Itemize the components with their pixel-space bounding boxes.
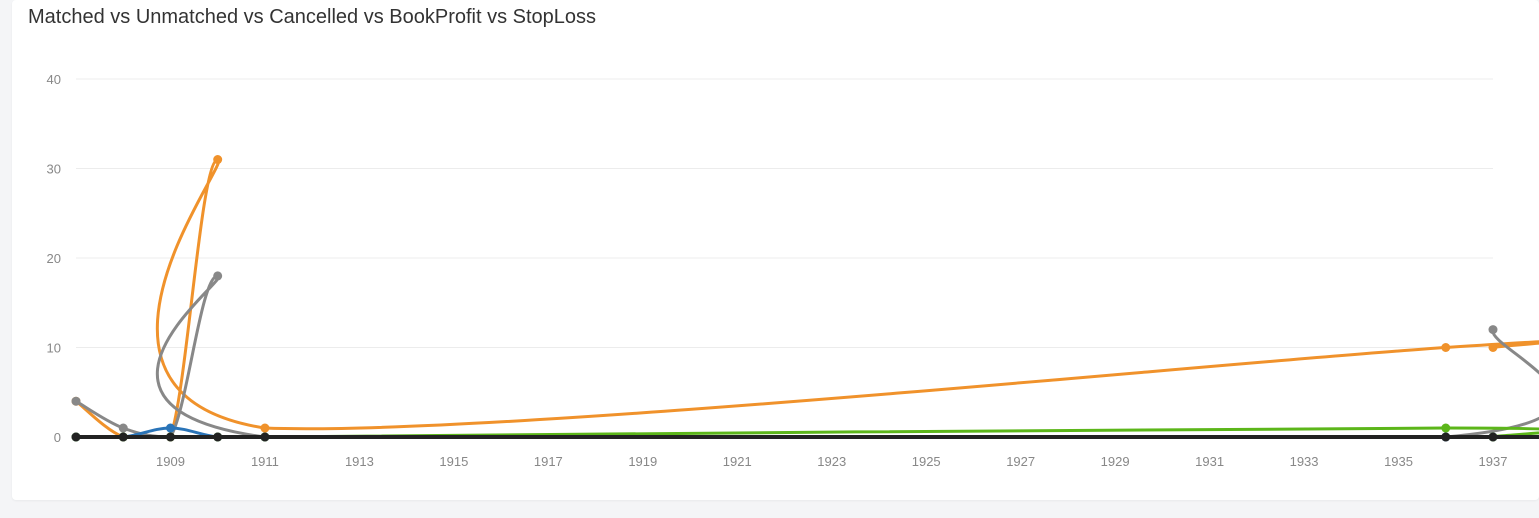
data-point[interactable] bbox=[165, 423, 175, 433]
x-tick-label: 1911 bbox=[251, 454, 279, 469]
x-tick-label: 1923 bbox=[817, 454, 846, 469]
y-tick-label: 30 bbox=[47, 162, 61, 177]
y-tick-label: 40 bbox=[47, 72, 61, 87]
data-point[interactable] bbox=[71, 432, 81, 442]
x-tick-label: 1925 bbox=[912, 454, 941, 469]
gridlines bbox=[76, 78, 1493, 438]
data-point[interactable] bbox=[213, 432, 223, 442]
data-point[interactable] bbox=[213, 155, 223, 165]
data-point[interactable] bbox=[1441, 423, 1451, 433]
x-tick-label: 1927 bbox=[1006, 454, 1035, 469]
data-point[interactable] bbox=[260, 432, 270, 442]
x-tick-label: 1937 bbox=[1479, 454, 1508, 469]
data-point[interactable] bbox=[1488, 432, 1498, 442]
data-point[interactable] bbox=[1488, 325, 1498, 335]
data-point[interactable] bbox=[1441, 343, 1451, 352]
y-tick-label: 10 bbox=[47, 341, 61, 356]
x-tick-label: 1909 bbox=[156, 454, 185, 469]
axes: 0 10 20 30 40 1909 1911 1913 1915 1917 1919 1921 192… bbox=[47, 72, 1508, 469]
x-tick-label: 1919 bbox=[628, 454, 657, 469]
x-tick-label: 1917 bbox=[534, 454, 563, 469]
x-tick-label: 1913 bbox=[345, 454, 374, 469]
y-tick-label: 20 bbox=[47, 251, 61, 266]
x-tick-label: 1933 bbox=[1290, 454, 1319, 469]
y-tick-label: 0 bbox=[54, 430, 61, 445]
series-group bbox=[71, 155, 1539, 442]
data-point[interactable] bbox=[71, 396, 81, 406]
data-point[interactable] bbox=[1488, 343, 1498, 352]
x-tick-label: 1921 bbox=[723, 454, 752, 469]
data-point[interactable] bbox=[118, 432, 128, 442]
data-point[interactable] bbox=[260, 423, 270, 433]
data-point[interactable] bbox=[213, 271, 223, 281]
x-tick-label: 1935 bbox=[1384, 454, 1413, 469]
x-tick-label: 1931 bbox=[1195, 454, 1224, 469]
x-tick-label: 1915 bbox=[439, 454, 468, 469]
series-line-0 bbox=[74, 158, 1539, 439]
x-tick-label: 1929 bbox=[1101, 454, 1130, 469]
chart-title: Matched vs Unmatched vs Cancelled vs Boo… bbox=[28, 6, 597, 28]
data-point[interactable] bbox=[1441, 432, 1451, 442]
chart-card bbox=[12, 0, 1539, 500]
data-point[interactable] bbox=[165, 432, 175, 442]
data-point[interactable] bbox=[118, 423, 128, 433]
